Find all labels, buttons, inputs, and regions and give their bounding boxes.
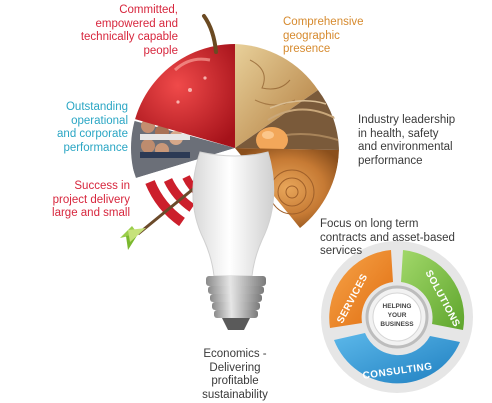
hub-text-line1: HELPING (383, 303, 412, 310)
arrow-icon (120, 170, 215, 250)
label-geographic-presence: Comprehensive geographic presence (283, 16, 364, 55)
label-project-success: Success in project delivery large and sm… (52, 180, 130, 219)
consulting-ring-segment (334, 333, 460, 384)
bulb-base (206, 276, 266, 330)
label-outstanding-performance: Outstanding operational and corporate pe… (57, 101, 128, 154)
bulb-glass (192, 151, 275, 277)
label-committed-people: Committed, empowered and technically cap… (80, 4, 178, 57)
nest-segment (235, 90, 339, 153)
hub-text-line2: YOUR (388, 312, 407, 319)
apple-segment (131, 44, 235, 148)
map-segment (235, 44, 318, 148)
solutions-ring-segment (401, 250, 465, 330)
service-wheel: HELPING YOUR BUSINESS SERVICES SOLUTIONS… (321, 241, 473, 393)
apple-stem (202, 14, 218, 54)
hub-text-line3: BUSINESS (380, 321, 414, 328)
label-industry-leadership: Industry leadership in health, safety an… (358, 114, 456, 167)
label-long-term-contracts: Focus on long term contracts and asset-b… (320, 218, 455, 257)
services-ring-segment (329, 250, 393, 328)
label-economics: Economics - Delivering profitable sustai… (202, 348, 268, 401)
